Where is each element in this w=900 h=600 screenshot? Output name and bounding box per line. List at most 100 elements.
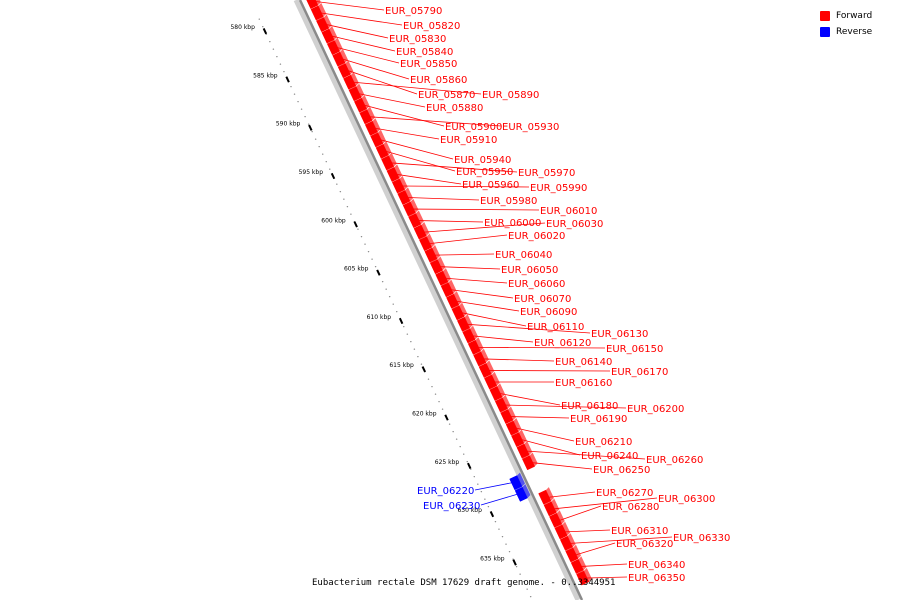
gene-leader-line: [521, 439, 581, 456]
gene-label: EUR_05910: [440, 135, 497, 146]
gene-label: EUR_06310: [611, 526, 668, 537]
gene-leader-line: [461, 312, 527, 327]
gene-leader-line: [386, 151, 456, 172]
gene-label: EUR_06300: [658, 494, 715, 505]
gene-label: EUR_05950: [456, 167, 513, 178]
gene-block-face: [522, 484, 531, 498]
gene-block-face: [572, 544, 582, 559]
scale-dot: [484, 498, 486, 500]
gene-leader-line: [554, 497, 658, 510]
scale-dot: [459, 445, 461, 448]
gene-block-face: [383, 141, 392, 156]
gene-leader-line: [586, 576, 628, 579]
scale-dot: [406, 333, 409, 335]
scale-dot: [360, 235, 363, 238]
scale-dot: [311, 130, 313, 133]
gene-block-face: [516, 472, 526, 487]
gene-leader-line: [429, 234, 508, 245]
gene-block-face: [513, 417, 522, 432]
scale-dot: [343, 198, 345, 200]
forward-swatch: [820, 11, 830, 21]
gene-label: EUR_06340: [628, 560, 685, 571]
scale-dot: [522, 580, 525, 583]
scale-dot: [290, 85, 292, 88]
gene-label: EUR_05830: [389, 34, 446, 45]
scale-dot: [350, 213, 352, 215]
scale-tick-label: 620 kbp: [412, 411, 437, 418]
gene-leader-line: [375, 127, 440, 140]
gene-leader-line: [445, 277, 508, 284]
scale-dot: [438, 400, 440, 403]
gene-label: EUR_05790: [385, 6, 442, 17]
scale-dot: [297, 100, 299, 103]
gene-label: EUR_06270: [596, 488, 653, 499]
gene-leader-line: [331, 35, 396, 52]
scale-dot: [431, 385, 433, 388]
scale-dot: [417, 355, 419, 358]
scale-dot: [392, 303, 394, 305]
scale-tick-label: 605 kbp: [344, 266, 369, 273]
scale-dot: [381, 280, 384, 283]
gene-block-face: [361, 95, 370, 110]
scale-dot: [512, 558, 514, 560]
gene-leader-line: [451, 289, 514, 299]
gene-leader-line: [369, 116, 502, 127]
gene-block-face: [323, 14, 332, 29]
gene-label: EUR_05840: [396, 47, 453, 58]
scale-dot: [448, 423, 451, 425]
scale-tick-label: 595 kbp: [299, 169, 324, 176]
scale-dot: [420, 363, 423, 365]
gene-label: EUR_06030: [546, 219, 603, 230]
gene-label: EUR_06160: [555, 378, 612, 389]
scale-tick: [489, 511, 495, 518]
scale-dot: [526, 588, 528, 590]
gene-label: EUR_05820: [403, 21, 460, 32]
gene-label: EUR_06020: [508, 231, 565, 242]
gene-block-face: [578, 556, 587, 571]
legend-forward: Forward: [820, 8, 890, 24]
scale-dot: [413, 348, 416, 350]
gene-leader-line: [505, 404, 627, 409]
gene-labels: EUR_05790 EUR_05820 EUR_05830 EUR_05840 EUR_…: [315, 1, 730, 584]
scale-tick-label: 625 kbp: [435, 459, 460, 466]
scale-dot: [505, 543, 507, 545]
legend: Forward Reverse: [820, 8, 890, 40]
scale-dot: [262, 25, 264, 28]
scale-dot: [346, 205, 349, 208]
scale-dot: [339, 190, 342, 193]
gene-label: EUR_06320: [616, 539, 673, 550]
scale-tick: [285, 76, 290, 83]
gene-leader-line: [472, 335, 534, 343]
scale-tick: [308, 124, 313, 131]
gene-leader-line: [359, 93, 426, 108]
gene-label: EUR_06040: [495, 250, 552, 261]
scale-dot: [307, 123, 310, 125]
gene-block-face: [556, 510, 565, 525]
scale-tick-label: 600 kbp: [321, 217, 346, 224]
scale-dot: [529, 595, 532, 598]
gene-label: EUR_06200: [627, 404, 684, 415]
gene-block-face: [377, 129, 386, 144]
gene-block-face: [421, 221, 430, 236]
gene-leader-line: [440, 266, 501, 270]
scale-dot: [304, 115, 306, 118]
scale-dot: [515, 565, 518, 568]
gene-label: EUR_06050: [501, 265, 558, 276]
scale-dot: [314, 138, 317, 140]
scale-dot: [480, 490, 483, 493]
scale-tick-label: 635 kbp: [480, 555, 505, 562]
gene-label: EUR_06210: [575, 437, 632, 448]
scale-dot: [385, 288, 387, 290]
scale-dot: [410, 340, 412, 343]
scale-tick: [376, 269, 381, 276]
gene-label: EUR_05890: [482, 90, 539, 101]
scale-dot: [258, 18, 260, 20]
gene-leader-line: [548, 491, 596, 498]
genome-backbone: [293, 0, 584, 600]
scale-dot: [441, 408, 444, 410]
gene-leader-line: [326, 24, 389, 39]
scale-dot: [463, 453, 465, 455]
scale-tick: [512, 559, 517, 566]
gene-leader-line: [434, 253, 495, 256]
